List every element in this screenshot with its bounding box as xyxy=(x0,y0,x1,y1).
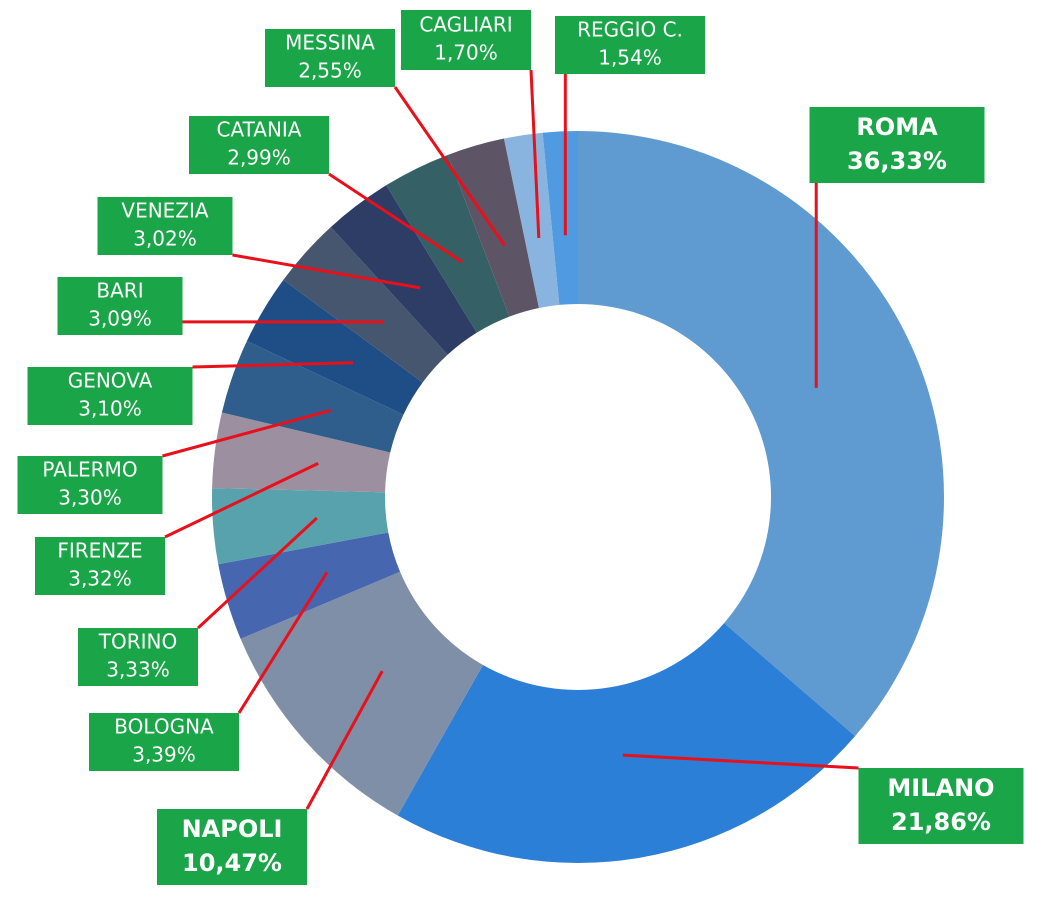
slice-name: VENEZIA xyxy=(121,199,209,223)
slice xyxy=(542,131,578,305)
slice-value: 1,54% xyxy=(598,46,662,70)
leader-line xyxy=(196,516,318,630)
slice xyxy=(221,340,404,453)
label-box xyxy=(265,29,395,87)
label-box xyxy=(89,713,239,771)
slice-name: MESSINA xyxy=(285,31,375,55)
slice-value: 3,33% xyxy=(106,658,170,682)
slice xyxy=(283,227,448,383)
label-box xyxy=(401,10,531,70)
leader-line xyxy=(232,253,421,290)
slice-value: 1,70% xyxy=(434,41,498,65)
slice-name: CAGLIARI xyxy=(419,13,512,37)
slice-value: 3,32% xyxy=(68,567,132,591)
slice xyxy=(212,412,391,493)
label-box xyxy=(809,107,985,183)
leader-line xyxy=(328,172,464,264)
leader-line xyxy=(305,670,384,810)
leader-line xyxy=(164,462,319,539)
slice-value: 3,10% xyxy=(78,397,142,421)
slice-name: CATANIA xyxy=(217,118,302,142)
leader-line xyxy=(529,69,541,239)
slice-value: 2,55% xyxy=(298,59,362,83)
leaders xyxy=(162,69,859,810)
slice-name: NAPOLI xyxy=(182,815,283,843)
slice xyxy=(578,131,944,737)
label-box xyxy=(97,197,233,255)
labels: ROMA 36,33% MILANO 21,86% NAPOLI 10,47% BOLOGN… xyxy=(17,10,1024,885)
slice xyxy=(503,132,560,308)
slice-value: 10,47% xyxy=(182,849,282,877)
label-box xyxy=(27,367,193,425)
slice-value: 3,30% xyxy=(58,486,122,510)
slice xyxy=(211,488,389,565)
label-box xyxy=(189,116,329,174)
label-box xyxy=(17,456,163,514)
slice xyxy=(240,571,483,816)
slice-name: BARI xyxy=(96,279,143,303)
leader-line xyxy=(192,361,354,369)
leader-line xyxy=(622,753,859,770)
slice-value: 3,39% xyxy=(132,743,196,767)
label-box xyxy=(57,277,183,335)
slice xyxy=(246,279,423,415)
slice-name: REGGIO C. xyxy=(577,18,683,42)
slice-name: TORINO xyxy=(98,630,177,654)
slice xyxy=(218,532,401,639)
label-box xyxy=(35,537,165,595)
slice xyxy=(397,623,856,863)
slice-value: 21,86% xyxy=(891,808,991,836)
leader-line xyxy=(393,86,506,247)
slice-value: 36,33% xyxy=(847,147,947,175)
slice-name: MILANO xyxy=(887,774,994,802)
label-box xyxy=(858,768,1024,844)
label-box xyxy=(555,16,705,74)
slice-value: 3,09% xyxy=(88,307,152,331)
slices xyxy=(211,131,944,863)
slice-value: 2,99% xyxy=(227,146,291,170)
slice-name: FIRENZE xyxy=(57,539,142,563)
leader-line xyxy=(237,571,329,714)
leader-line xyxy=(162,409,332,458)
slice xyxy=(330,185,477,355)
slice-name: BOLOGNA xyxy=(114,715,214,739)
label-box xyxy=(157,809,307,885)
slice-name: GENOVA xyxy=(68,369,153,393)
slice xyxy=(386,154,510,333)
slice-value: 3,02% xyxy=(133,227,197,251)
slice-name: ROMA xyxy=(856,113,938,141)
label-box xyxy=(78,628,198,686)
slice-name: PALERMO xyxy=(42,458,137,482)
